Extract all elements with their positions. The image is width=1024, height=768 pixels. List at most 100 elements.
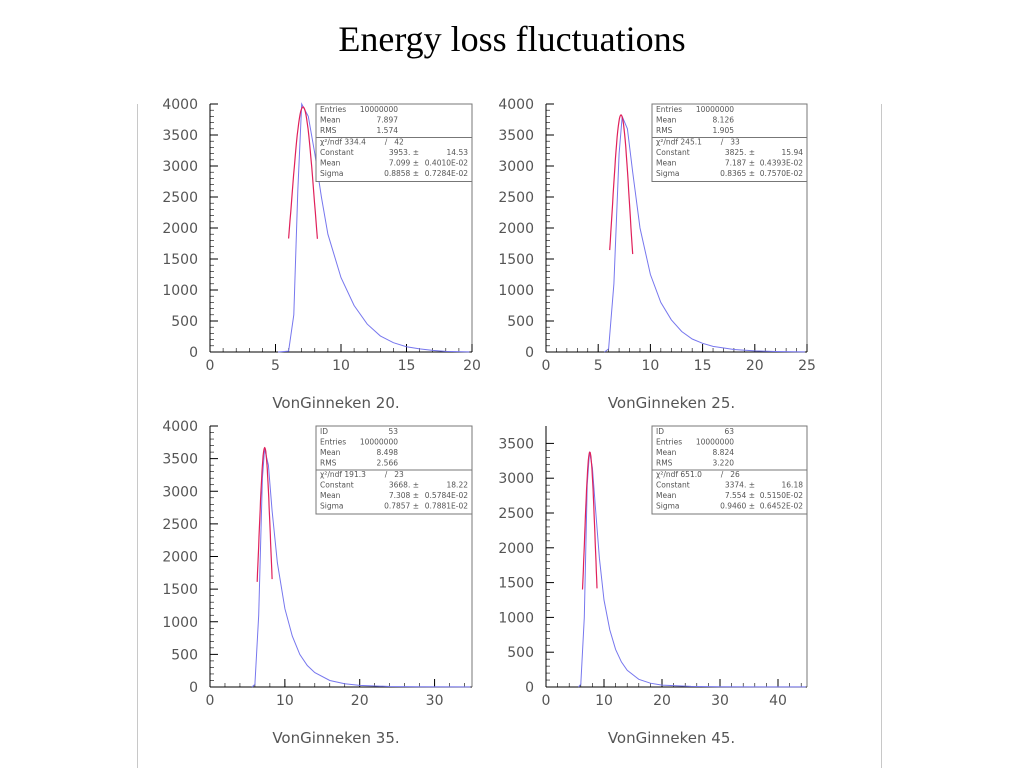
y-tick-label: 1000 [498, 283, 534, 299]
stats-fit-label: Mean [320, 159, 341, 168]
y-tick-label: 2500 [498, 190, 534, 206]
x-tick-label: 10 [276, 693, 294, 709]
x-tick-label: 40 [769, 693, 787, 709]
stats-fit-label: Sigma [656, 502, 680, 511]
stats-label: RMS [320, 126, 337, 135]
y-tick-label: 1000 [162, 615, 198, 631]
stats-fit-label: Mean [656, 159, 677, 168]
x-tick-label: 0 [542, 693, 551, 709]
y-tick-label: 2500 [498, 506, 534, 522]
stats-box: Entries 10000000 Mean 7.897 RMS 1.574 χ²/ndf 3… [315, 103, 473, 182]
y-tick-label: 3000 [498, 159, 534, 175]
y-tick-label: 3000 [162, 484, 198, 500]
x-axis-label: VonGinneken 45. [608, 729, 735, 747]
y-tick-label: 2000 [162, 550, 198, 566]
x-tick-label: 20 [463, 358, 481, 374]
x-tick-label: 15 [694, 358, 712, 374]
stats-label: Mean [656, 448, 677, 457]
stats-fit-label: Sigma [320, 169, 344, 178]
stats-label: ID [320, 427, 328, 436]
stats-label: RMS [320, 459, 337, 468]
y-tick-label: 500 [507, 645, 534, 661]
stats-chi2-label: χ²/ndf 651.0 [656, 470, 702, 479]
y-tick-label: 3000 [162, 159, 198, 175]
y-tick-label: 500 [507, 314, 534, 330]
stats-fit-label: Sigma [656, 169, 680, 178]
stats-fit-error: 18.22 [447, 481, 469, 490]
slide-title: Energy loss fluctuations [338, 19, 686, 59]
y-tick-label: 3500 [498, 436, 534, 452]
histogram-panel-1: 0 500 1000 1500 2000 2500 3000 3500 4000 0 5 10 15 20… [162, 97, 481, 412]
stats-chi2-label: χ²/ndf 245.1 [656, 138, 702, 147]
gaussian-fit-line [609, 114, 634, 255]
right-border-line [881, 104, 882, 768]
stats-value: 10000000 [360, 105, 398, 114]
x-axis-label: VonGinneken 25. [608, 394, 735, 412]
stats-fit-label: Constant [656, 481, 690, 490]
stats-fit-error: 0.7284E-02 [425, 169, 468, 178]
stats-box-frame [315, 103, 473, 182]
stats-fit-error: 0.5150E-02 [760, 491, 803, 500]
stats-box: ID 53 Entries 10000000 Mean 8.498 RMS 2.566 χ²/n… [315, 425, 473, 515]
stats-label: RMS [656, 126, 673, 135]
histogram-line [251, 448, 471, 688]
stats-value: 8.824 [713, 448, 735, 457]
y-tick-label: 4000 [162, 419, 198, 435]
y-tick-label: 3500 [498, 128, 534, 144]
stats-fit-label: Constant [656, 148, 690, 157]
stats-fit-label: Sigma [320, 502, 344, 511]
stats-value: 10000000 [696, 105, 734, 114]
stats-fit-value: 0.9460 ± [720, 502, 755, 511]
stats-chi2-ndf: 33 [730, 138, 740, 147]
stats-value: 63 [724, 427, 734, 436]
stats-chi2-slash: / [721, 470, 724, 479]
x-tick-label: 15 [398, 358, 416, 374]
x-tick-label: 20 [351, 693, 369, 709]
x-tick-label: 5 [271, 358, 280, 374]
stats-value: 8.126 [713, 116, 735, 125]
stats-fit-error: 0.5784E-02 [425, 491, 468, 500]
y-tick-label: 1500 [162, 582, 198, 598]
histogram-panel-3: 0 500 1000 1500 2000 2500 3000 3500 4000 0 10 20 30 V… [162, 419, 473, 747]
histogram-panel-2: 0 500 1000 1500 2000 2500 3000 3500 4000 0 5 10 15 20… [498, 97, 816, 412]
stats-label: RMS [656, 459, 673, 468]
y-tick-label: 0 [189, 680, 198, 696]
stats-label: Entries [656, 438, 682, 447]
y-tick-label: 2500 [162, 517, 198, 533]
stats-chi2-label: χ²/ndf 334.4 [320, 138, 366, 147]
y-tick-label: 500 [171, 647, 198, 663]
stats-chi2-ndf: 23 [394, 470, 404, 479]
x-tick-label: 5 [594, 358, 603, 374]
stats-fit-value: 7.099 ± [389, 159, 419, 168]
gaussian-fit-line [581, 451, 598, 590]
y-tick-label: 3500 [162, 452, 198, 468]
stats-box: Entries 10000000 Mean 8.126 RMS 1.905 χ²/ndf 2… [651, 103, 808, 182]
stats-fit-label: Constant [320, 481, 354, 490]
histogram-panel-4: 0 500 1000 1500 2000 2500 3000 3500 0 10 20 30 40 Von… [498, 425, 808, 747]
x-tick-label: 0 [206, 358, 215, 374]
y-tick-label: 4000 [498, 97, 534, 113]
x-tick-label: 20 [746, 358, 764, 374]
x-axis-label: VonGinneken 35. [272, 729, 399, 747]
stats-label: ID [656, 427, 664, 436]
stats-fit-label: Constant [320, 148, 354, 157]
stats-fit-error: 14.53 [447, 148, 469, 157]
stats-fit-value: 3374. ± [725, 481, 755, 490]
stats-fit-error: 0.4393E-02 [760, 159, 803, 168]
y-tick-label: 1000 [162, 283, 198, 299]
stats-fit-value: 0.8365 ± [720, 169, 755, 178]
x-tick-label: 10 [641, 358, 659, 374]
x-tick-label: 30 [711, 693, 729, 709]
gaussian-fit-line [288, 106, 318, 239]
stats-label: Mean [320, 116, 341, 125]
y-tick-label: 3500 [162, 128, 198, 144]
stats-label: Entries [320, 438, 346, 447]
stats-chi2-slash: / [385, 470, 388, 479]
x-tick-label: 10 [332, 358, 350, 374]
stats-value: 1.574 [377, 126, 399, 135]
stats-fit-value: 3953. ± [389, 148, 419, 157]
y-tick-label: 2000 [162, 221, 198, 237]
y-tick-label: 1500 [162, 252, 198, 268]
stats-fit-value: 3825. ± [725, 148, 755, 157]
stats-label: Mean [656, 116, 677, 125]
